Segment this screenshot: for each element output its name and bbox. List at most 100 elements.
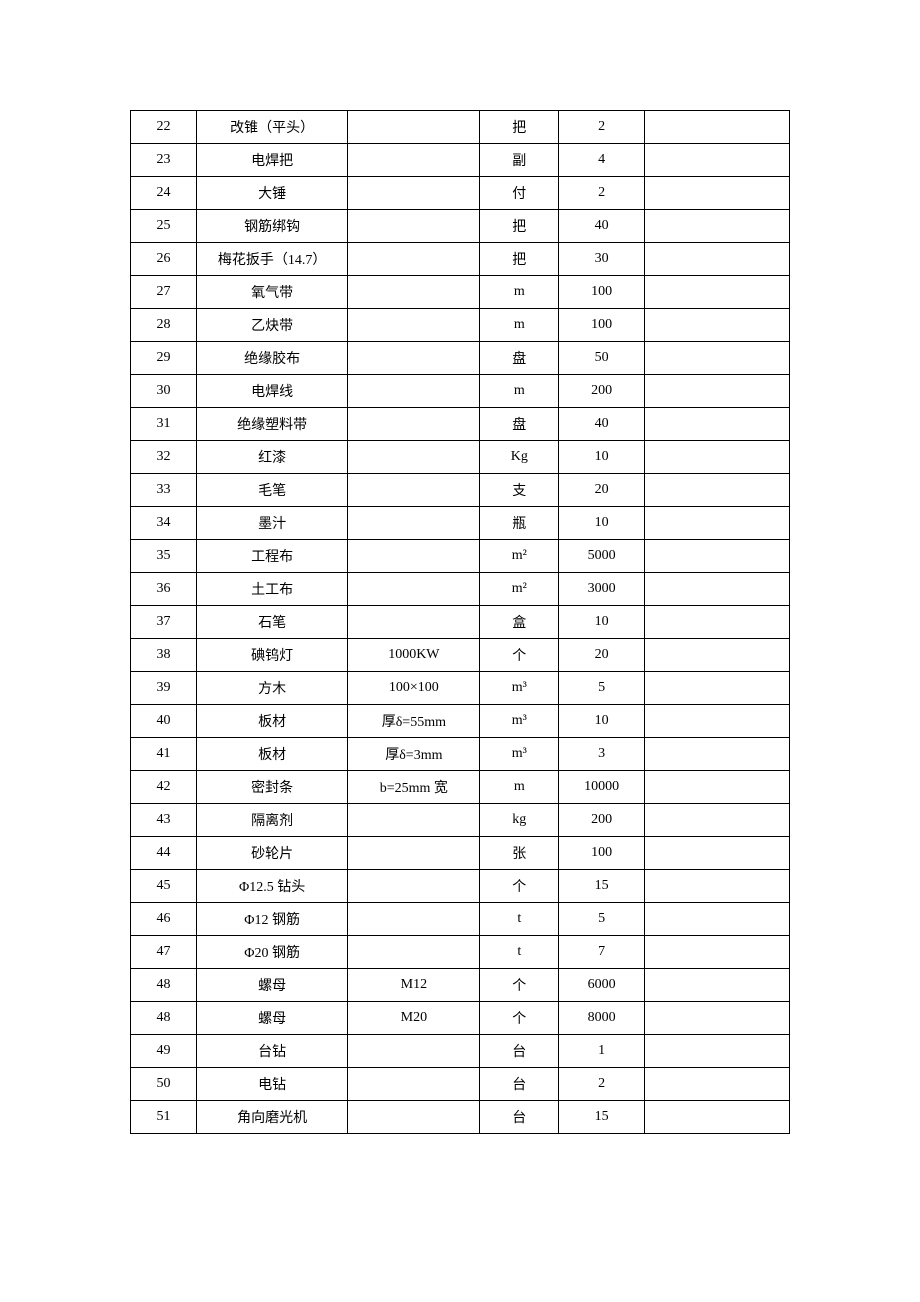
table-cell [348, 540, 480, 573]
table-cell: kg [480, 804, 559, 837]
table-row: 49台钻台1 [131, 1035, 790, 1068]
table-cell [348, 507, 480, 540]
table-cell: 15 [559, 1101, 645, 1134]
table-cell [348, 1068, 480, 1101]
table-cell: 板材 [196, 738, 348, 771]
table-cell [644, 870, 789, 903]
table-cell: 把 [480, 210, 559, 243]
table-row: 47Φ20 钢筋t7 [131, 936, 790, 969]
table-row: 50电钻台2 [131, 1068, 790, 1101]
table-cell: 台 [480, 1035, 559, 1068]
table-cell: 台 [480, 1101, 559, 1134]
table-row: 27氧气带m100 [131, 276, 790, 309]
table-cell [644, 705, 789, 738]
table-cell: 2 [559, 111, 645, 144]
table-cell: 41 [131, 738, 197, 771]
table-cell [348, 1101, 480, 1134]
table-row: 22改锥（平头）把2 [131, 111, 790, 144]
table-cell: 石笔 [196, 606, 348, 639]
table-row: 23电焊把副4 [131, 144, 790, 177]
table-cell [644, 1101, 789, 1134]
table-cell: 43 [131, 804, 197, 837]
table-cell [644, 1035, 789, 1068]
table-cell [348, 903, 480, 936]
table-cell: 30 [131, 375, 197, 408]
table-cell: 副 [480, 144, 559, 177]
table-cell: m [480, 276, 559, 309]
table-cell: 个 [480, 639, 559, 672]
table-cell: 50 [559, 342, 645, 375]
table-row: 33毛笔支20 [131, 474, 790, 507]
table-cell [644, 606, 789, 639]
table-row: 51角向磨光机台15 [131, 1101, 790, 1134]
materials-table: 22改锥（平头）把223电焊把副424大锤付225钢筋绑钩把4026梅花扳手（1… [130, 110, 790, 1134]
table-cell [644, 771, 789, 804]
table-cell: 电钻 [196, 1068, 348, 1101]
table-cell [644, 804, 789, 837]
table-cell [644, 903, 789, 936]
table-row: 43隔离剂kg200 [131, 804, 790, 837]
table-cell: 密封条 [196, 771, 348, 804]
table-cell: 20 [559, 639, 645, 672]
table-cell [644, 309, 789, 342]
table-cell: 46 [131, 903, 197, 936]
table-cell: 23 [131, 144, 197, 177]
table-cell: 6000 [559, 969, 645, 1002]
table-cell [644, 276, 789, 309]
table-cell: 盘 [480, 342, 559, 375]
table-row: 31绝缘塑料带盘40 [131, 408, 790, 441]
table-cell: Φ12.5 钻头 [196, 870, 348, 903]
table-cell: 27 [131, 276, 197, 309]
table-cell [644, 540, 789, 573]
table-cell [348, 804, 480, 837]
table-cell: t [480, 936, 559, 969]
table-cell [644, 375, 789, 408]
table-cell: 31 [131, 408, 197, 441]
table-cell: 30 [559, 243, 645, 276]
table-cell [348, 606, 480, 639]
table-cell: 45 [131, 870, 197, 903]
table-row: 32红漆Kg10 [131, 441, 790, 474]
table-cell: M20 [348, 1002, 480, 1035]
table-cell: 50 [131, 1068, 197, 1101]
table-cell: 10 [559, 606, 645, 639]
table-cell: 3 [559, 738, 645, 771]
table-cell: 2 [559, 1068, 645, 1101]
table-cell: 碘钨灯 [196, 639, 348, 672]
table-row: 48螺母M12个6000 [131, 969, 790, 1002]
table-cell: m³ [480, 738, 559, 771]
table-cell: 瓶 [480, 507, 559, 540]
table-row: 42密封条b=25mm 宽m10000 [131, 771, 790, 804]
table-cell: 40 [559, 408, 645, 441]
table-cell: 3000 [559, 573, 645, 606]
table-cell: 48 [131, 1002, 197, 1035]
table-cell: 4 [559, 144, 645, 177]
table-cell: 绝缘胶布 [196, 342, 348, 375]
table-cell: 10 [559, 507, 645, 540]
table-cell: m [480, 771, 559, 804]
table-row: 48螺母M20个8000 [131, 1002, 790, 1035]
table-cell: 40 [559, 210, 645, 243]
table-cell [348, 243, 480, 276]
table-row: 40板材厚δ=55mmm³10 [131, 705, 790, 738]
table-cell: 25 [131, 210, 197, 243]
table-cell: 个 [480, 1002, 559, 1035]
table-cell: 100 [559, 309, 645, 342]
table-cell: 乙炔带 [196, 309, 348, 342]
table-cell: 10 [559, 441, 645, 474]
table-cell: 方木 [196, 672, 348, 705]
table-cell: 台钻 [196, 1035, 348, 1068]
table-cell: 工程布 [196, 540, 348, 573]
table-cell: 厚δ=3mm [348, 738, 480, 771]
table-cell [644, 639, 789, 672]
table-cell: 26 [131, 243, 197, 276]
table-cell: 200 [559, 375, 645, 408]
table-row: 36土工布m²3000 [131, 573, 790, 606]
table-cell [644, 210, 789, 243]
table-cell: 100 [559, 276, 645, 309]
table-cell [348, 177, 480, 210]
table-cell: m² [480, 573, 559, 606]
table-cell [348, 111, 480, 144]
table-cell [644, 474, 789, 507]
table-cell: 100 [559, 837, 645, 870]
